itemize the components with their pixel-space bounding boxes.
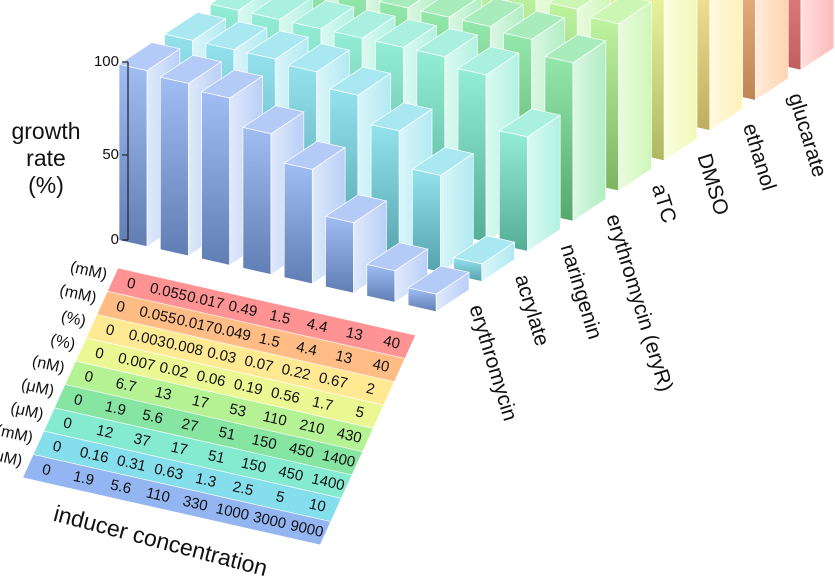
y-tick-label-1: 50 [102, 146, 119, 163]
concentration-label-4-4: 53 [228, 400, 248, 420]
concentration-label-2-4: 0.07 [243, 352, 275, 375]
concentration-label-0-7: 40 [382, 332, 402, 352]
series-label-6: naringenin [556, 242, 607, 343]
concentration-label-5-5: 150 [250, 431, 278, 453]
bar-6-7 [498, 108, 562, 252]
concentration-label-1-4: 1.5 [257, 330, 281, 351]
concentration-label-3-5: 0.56 [269, 384, 301, 407]
concentration-label-4-5: 110 [261, 408, 288, 430]
concentration-label-8-1: 1.9 [72, 468, 96, 489]
concentration-label-5-3: 27 [180, 415, 200, 435]
concentration-label-4-3: 17 [190, 392, 210, 412]
unit-label-3: (%) [49, 332, 77, 354]
concentration-label-7-6: 5 [274, 488, 286, 506]
series-label-5: erythromycin (eryR) [601, 211, 677, 394]
concentration-label-7-4: 1.3 [194, 470, 218, 491]
unit-label-0: (mM) [68, 259, 108, 284]
concentration-label-4-7: 430 [335, 425, 363, 447]
concentration-label-3-2: 0.02 [158, 359, 190, 382]
concentration-label-4-0: 0 [83, 368, 95, 386]
concentration-label-7-3: 0.63 [153, 461, 185, 484]
concentration-label-8-6: 3000 [251, 509, 287, 533]
concentration-label-5-0: 0 [72, 391, 84, 409]
concentration-label-2-7: 2 [364, 380, 376, 398]
concentration-label-6-2: 37 [132, 430, 152, 450]
concentration-label-5-6: 450 [287, 440, 315, 462]
concentration-label-6-7: 1400 [310, 470, 346, 494]
series-label-0: arabinose [829, 60, 835, 155]
unit-label-1: (mM) [58, 282, 98, 307]
concentration-label-7-0: 0 [51, 438, 63, 456]
concentration-label-5-2: 5.6 [141, 406, 165, 427]
concentration-label-5-1: 1.9 [103, 398, 127, 419]
concentration-label-3-7: 5 [354, 403, 366, 421]
series-label-2: ethanol [738, 121, 780, 194]
bar-8-5 [324, 194, 388, 294]
concentration-label-4-6: 210 [298, 416, 326, 438]
bar-8-7 [407, 265, 470, 313]
concentration-label-3-6: 1.7 [311, 393, 335, 414]
unit-label-5: (μM) [19, 376, 55, 400]
concentration-label-8-3: 110 [144, 484, 171, 506]
table-strip-8 [22, 454, 332, 546]
concentration-label-2-5: 0.22 [280, 361, 312, 384]
unit-label-7: (mM) [0, 422, 34, 447]
concentration-label-7-7: 10 [307, 496, 327, 516]
unit-label-4: (nM) [30, 353, 66, 377]
y-tick-label-0: 0 [111, 231, 119, 248]
concentration-label-5-4: 51 [217, 424, 237, 444]
concentration-label-6-1: 12 [95, 422, 115, 442]
concentration-label-7-5: 2.5 [231, 478, 255, 499]
concentration-label-8-0: 0 [40, 461, 52, 479]
concentration-label-8-5: 1000 [214, 500, 250, 524]
y-tick-label-2: 100 [94, 53, 119, 70]
y-axis-label-line-3: (%) [28, 172, 64, 198]
concentration-label-4-1: 6.7 [114, 375, 138, 396]
concentration-label-0-0: 0 [125, 275, 137, 293]
unit-label-2: (%) [59, 308, 87, 330]
concentration-label-6-0: 0 [62, 414, 74, 432]
series-label-8: erythromycin [465, 302, 522, 424]
concentration-label-2-3: 0.03 [206, 344, 238, 367]
bar-8-6 [365, 242, 429, 304]
y-axis-label-line-1: growth [11, 118, 81, 144]
concentration-label-6-3: 17 [169, 439, 189, 459]
series-label-3: DMSO [693, 151, 733, 218]
concentration-label-6-6: 450 [277, 463, 305, 485]
concentration-label-8-4: 330 [181, 493, 209, 515]
concentration-label-5-7: 1400 [320, 447, 356, 471]
concentration-label-3-4: 0.19 [232, 376, 264, 399]
bar-7-7 [452, 235, 516, 283]
bar-7-6 [411, 146, 475, 273]
concentration-label-8-2: 5.6 [109, 476, 133, 497]
series-label-1: glucarate [784, 91, 831, 180]
concentration-label-0-4: 1.5 [268, 307, 292, 328]
concentration-label-2-6: 0.67 [317, 369, 349, 392]
concentration-label-6-4: 51 [206, 447, 226, 467]
concentration-label-0-6: 13 [344, 324, 364, 344]
unit-label-8: (μM) [0, 446, 24, 470]
concentration-label-1-5: 4.4 [295, 338, 319, 359]
concentration-label-3-3: 0.06 [195, 367, 227, 390]
concentration-label-7-1: 0.16 [78, 444, 110, 467]
concentration-label-0-5: 4.4 [305, 315, 329, 336]
unit-label-6: (μM) [9, 400, 45, 424]
concentration-label-1-0: 0 [115, 298, 127, 316]
concentration-label-0-3: 0.49 [227, 297, 259, 320]
concentration-label-3-0: 0 [93, 344, 105, 362]
concentration-label-4-2: 13 [153, 384, 173, 404]
concentration-label-6-5: 150 [240, 455, 268, 477]
series-label-7: acrylate [510, 272, 553, 349]
concentration-label-7-2: 0.31 [115, 452, 147, 475]
concentration-label-1-7: 40 [371, 356, 391, 376]
concentration-label-1-6: 13 [334, 347, 354, 367]
y-axis-label-line-2: rate [26, 145, 66, 171]
concentration-label-2-0: 0 [104, 321, 116, 339]
concentration-label-8-7: 9000 [289, 517, 325, 541]
series-label-4: aTC [647, 181, 681, 226]
